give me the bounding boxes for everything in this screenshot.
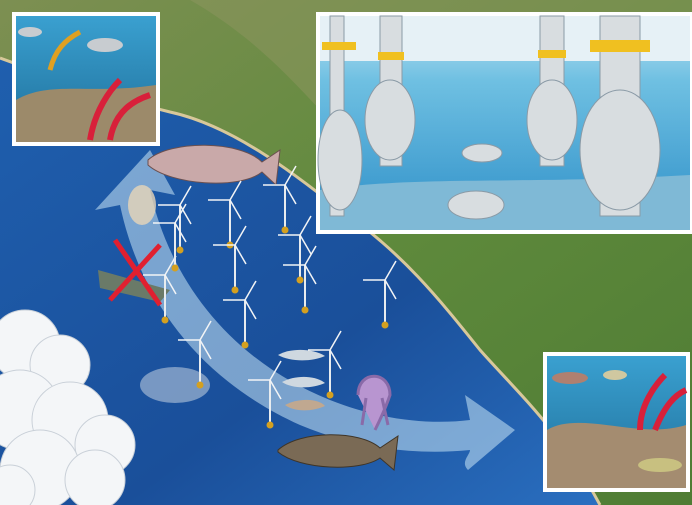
turbine-blade — [384, 260, 397, 281]
turbine — [158, 185, 192, 254]
turbine-base — [241, 341, 249, 349]
turbine-blade — [384, 279, 397, 300]
turbine — [263, 165, 297, 234]
wind-turbines — [143, 165, 397, 429]
turbine-blade — [234, 244, 247, 265]
turbine-blade — [284, 184, 297, 205]
turbine-blade — [269, 379, 282, 400]
turbine-blade — [174, 222, 187, 243]
turbine-blade — [229, 180, 242, 201]
clouds — [0, 309, 136, 505]
turbine — [278, 215, 312, 284]
turbine — [363, 260, 397, 329]
fish — [147, 144, 399, 471]
fishing-boat — [98, 238, 170, 307]
turbine-base — [176, 246, 184, 254]
inset-reef-2 — [543, 352, 690, 492]
turbine-blade — [329, 330, 342, 351]
inset-reef — [12, 12, 160, 146]
turbine-blade — [329, 349, 342, 370]
turbine-base — [266, 421, 274, 429]
turbine-base — [296, 276, 304, 284]
turbine-blade — [244, 280, 257, 301]
turbine-blade — [164, 274, 177, 295]
mist — [140, 367, 210, 403]
turbine-base — [196, 381, 204, 389]
turbine-blade — [229, 199, 242, 220]
turbine-blade — [304, 245, 317, 266]
turbine-blade — [234, 225, 247, 246]
turbine-blade — [179, 185, 192, 206]
turbine-base — [281, 226, 289, 234]
turbine — [178, 320, 212, 389]
turbine — [308, 330, 342, 399]
turbine-blade — [199, 320, 212, 341]
inset-foundations — [316, 12, 692, 234]
turbine-blade — [284, 165, 297, 186]
turbine-blade — [174, 203, 187, 224]
turbine — [248, 360, 282, 429]
turbine — [143, 255, 177, 324]
turbine — [283, 245, 317, 314]
turbine-base — [381, 321, 389, 329]
turbine-blade — [304, 264, 317, 285]
turbine-base — [171, 264, 179, 272]
turbine-base — [161, 316, 169, 324]
turbine-base — [301, 306, 309, 314]
turbine-blade — [244, 299, 257, 320]
turbine — [223, 280, 257, 349]
turbine — [153, 203, 187, 272]
turbine — [213, 225, 247, 294]
turbine-blade — [299, 215, 312, 236]
turbine-blade — [179, 204, 192, 225]
turbine-base — [231, 286, 239, 294]
turbine-blade — [199, 339, 212, 360]
jellyfish — [128, 185, 392, 431]
turbine-blade — [299, 234, 312, 255]
turbine-base — [326, 391, 334, 399]
turbine-blade — [269, 360, 282, 381]
